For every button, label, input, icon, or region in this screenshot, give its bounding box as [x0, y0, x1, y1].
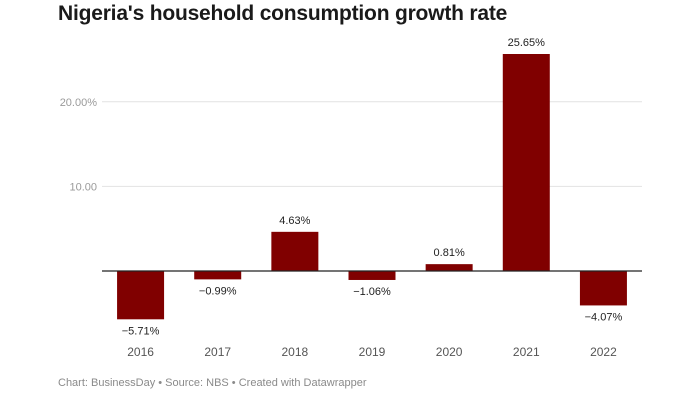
- chart-title: Nigeria's household consumption growth r…: [58, 2, 508, 25]
- x-tick-label: 2019: [359, 345, 386, 359]
- data-label: −5.71%: [122, 325, 160, 337]
- bar: [271, 231, 319, 271]
- chart-footer: Chart: BusinessDay • Source: NBS • Creat…: [58, 377, 367, 389]
- data-label: 25.65%: [508, 37, 546, 49]
- x-axis-ticks: 2016 2017 2018 2019 2020 2021 2022: [127, 345, 617, 359]
- x-tick-label: 2018: [282, 345, 309, 359]
- bar: [579, 271, 627, 306]
- x-tick-label: 2022: [590, 345, 617, 359]
- bar: [194, 271, 242, 280]
- bar: [348, 271, 396, 280]
- gridlines: 20.00% 10.00: [60, 97, 642, 193]
- data-label: −1.06%: [353, 286, 391, 298]
- bars: [117, 54, 627, 320]
- x-tick-label: 2021: [513, 345, 540, 359]
- bar: [502, 54, 550, 271]
- x-tick-label: 2017: [204, 345, 231, 359]
- data-label: 0.81%: [434, 247, 465, 259]
- data-label: 4.63%: [279, 215, 310, 227]
- data-label: −4.07%: [585, 311, 623, 323]
- data-labels: −5.71% −0.99% 4.63% −1.06% 0.81% 25.65% −4.07%: [122, 37, 623, 337]
- y-tick-label: 20.00%: [60, 97, 98, 109]
- x-tick-label: 2016: [127, 345, 154, 359]
- bar: [425, 264, 473, 271]
- data-label: −0.99%: [199, 285, 237, 297]
- bar: [117, 271, 165, 320]
- y-tick-label: 10.00: [69, 181, 97, 193]
- x-tick-label: 2020: [436, 345, 463, 359]
